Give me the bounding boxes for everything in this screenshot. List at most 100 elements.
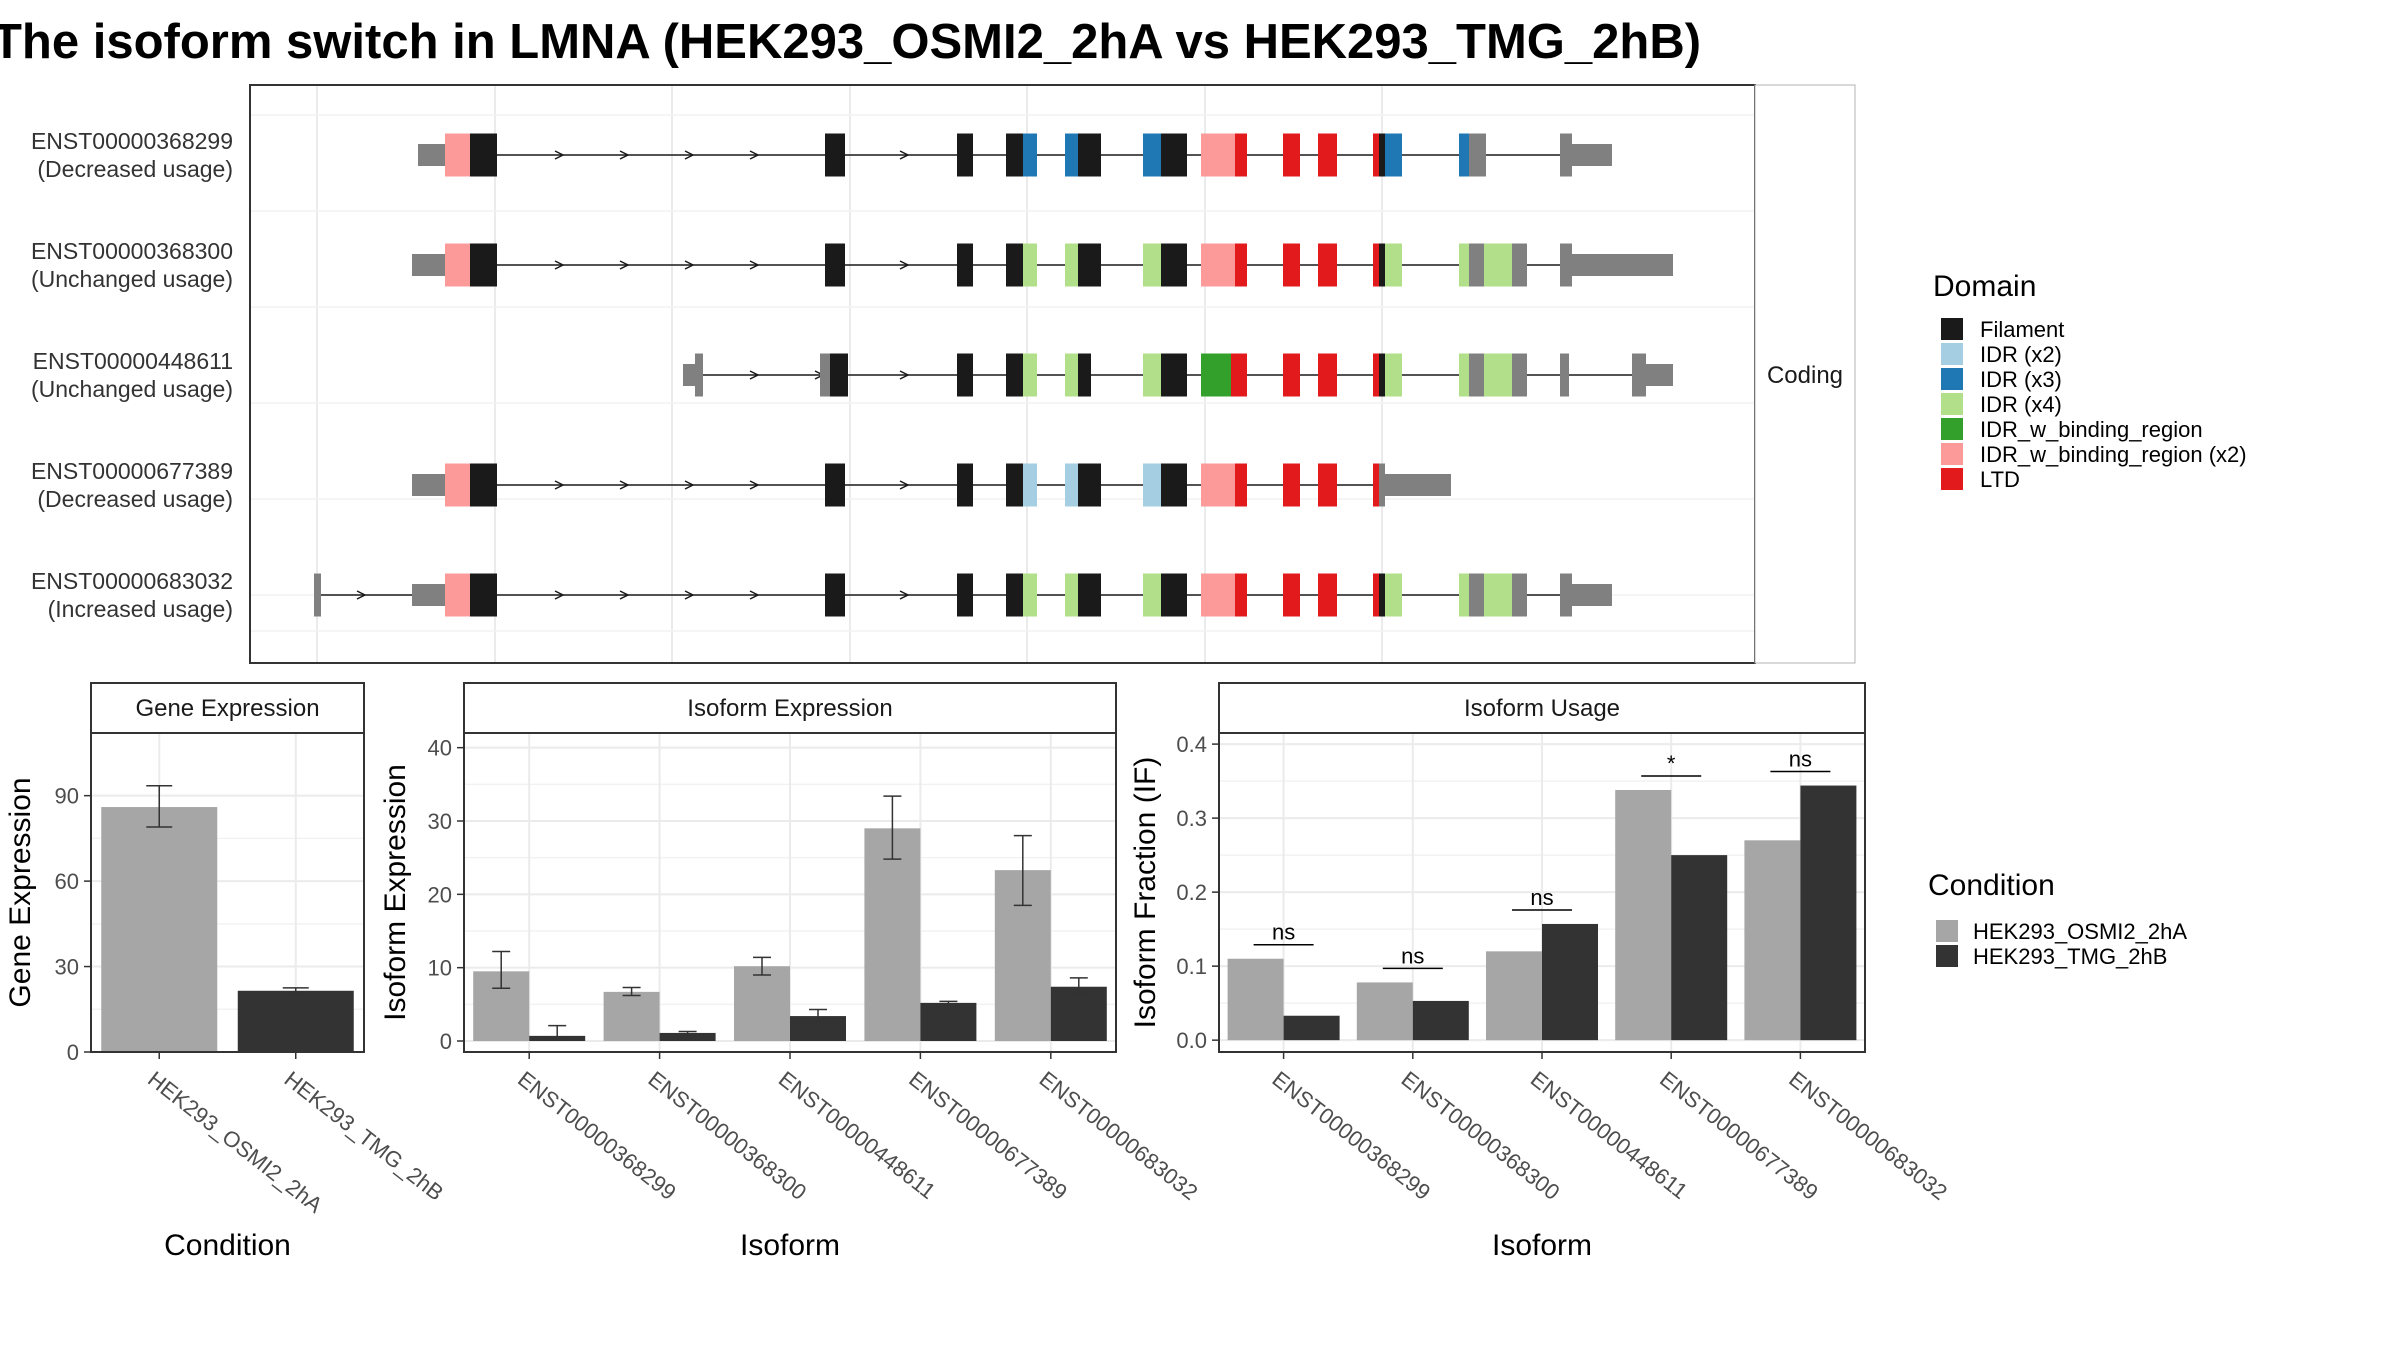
exon-block	[1646, 364, 1673, 386]
exon-block	[1318, 573, 1337, 617]
exon-block	[1484, 243, 1512, 287]
exon-block	[1006, 573, 1023, 617]
transcript-usage-label: (Unchanged usage)	[31, 266, 233, 292]
exon-block	[1484, 573, 1512, 617]
exon-block	[825, 243, 845, 287]
domain-legend-label: IDR_w_binding_region	[1980, 417, 2203, 442]
exon-block	[1006, 133, 1023, 177]
exon-block	[1572, 144, 1612, 166]
y-tick-label: 0	[440, 1029, 452, 1054]
data-bar	[734, 966, 790, 1041]
intron-arrow	[684, 260, 695, 270]
domain-legend-key	[1941, 318, 1963, 340]
y-tick-label: 0	[67, 1040, 79, 1065]
y-tick-label: 0.2	[1176, 880, 1207, 905]
intron-arrow	[749, 480, 760, 490]
structure-strip-label: Coding	[1767, 362, 1843, 389]
exon-block	[1201, 243, 1235, 287]
exon-block	[1143, 243, 1161, 287]
intron-arrow	[554, 590, 565, 600]
transcript-id-label: ENST00000368300	[31, 238, 233, 264]
exon-block	[1283, 573, 1300, 617]
y-axis-title: Gene Expression	[4, 777, 37, 1007]
exon-block	[412, 254, 445, 276]
panel-strip	[90, 682, 365, 734]
exon-block	[1078, 133, 1091, 177]
exon-block	[1201, 353, 1231, 397]
exon-block	[1379, 573, 1385, 617]
intron-arrow	[684, 590, 695, 600]
intron-arrow	[749, 260, 760, 270]
x-axis-title: Isoform	[1492, 1229, 1592, 1262]
condition-legend-key	[1936, 920, 1958, 942]
exon-block	[1560, 353, 1569, 397]
exon-block	[1231, 353, 1247, 397]
exon-block	[412, 474, 445, 496]
exon-block	[1065, 573, 1078, 617]
y-tick-label: 40	[428, 736, 452, 761]
exon-block	[1283, 463, 1300, 507]
exon-block	[1373, 573, 1379, 617]
intron-arrow	[749, 370, 760, 380]
exon-block	[1283, 353, 1300, 397]
exon-block	[1235, 573, 1247, 617]
data-bar	[1356, 982, 1413, 1041]
transcript-usage-label: (Decreased usage)	[37, 486, 233, 512]
exon-block	[418, 144, 445, 166]
exon-block	[470, 463, 497, 507]
exon-block	[1318, 133, 1337, 177]
condition-legend-title: Condition	[1928, 869, 2055, 902]
exon-block	[1078, 353, 1091, 397]
intron-arrow	[619, 590, 630, 600]
data-bar	[1486, 951, 1542, 1041]
exon-block	[1385, 243, 1402, 287]
exon-block	[1143, 353, 1161, 397]
exon-block	[683, 364, 695, 386]
exon-block	[1078, 573, 1091, 617]
x-axis-title: Isoform	[740, 1229, 840, 1262]
exon-block	[1065, 353, 1078, 397]
exon-block	[1385, 353, 1402, 397]
data-bar	[1283, 1015, 1340, 1041]
exon-block	[1379, 353, 1385, 397]
y-tick-label: 30	[55, 955, 79, 980]
exon-block	[1006, 463, 1023, 507]
exon-block	[1459, 243, 1469, 287]
figure-title: The isoform switch in LMNA (HEK293_OSMI2…	[0, 15, 1701, 69]
exon-block	[1318, 463, 1337, 507]
exon-block	[1572, 254, 1673, 276]
data-bar	[1050, 986, 1107, 1041]
x-axis-title: Condition	[164, 1229, 291, 1262]
exon-block	[1512, 573, 1527, 617]
exon-block	[1632, 353, 1646, 397]
exon-block	[1023, 133, 1037, 177]
intron-arrow	[899, 370, 910, 380]
domain-legend-key	[1941, 368, 1963, 390]
exon-block	[470, 243, 497, 287]
data-bar	[659, 1032, 716, 1041]
intron-arrow	[554, 150, 565, 160]
exon-block	[1161, 243, 1187, 287]
exon-block	[1318, 353, 1337, 397]
y-axis-title: Isoform Expression	[379, 764, 412, 1021]
exon-block	[957, 573, 973, 617]
exon-block	[1373, 353, 1379, 397]
exon-block	[1283, 243, 1300, 287]
exon-block	[1572, 584, 1612, 606]
data-bar	[237, 990, 354, 1052]
exon-block	[957, 463, 973, 507]
y-tick-label: 60	[55, 869, 79, 894]
y-tick-label: 0.1	[1176, 954, 1207, 979]
y-tick-label: 0.4	[1176, 732, 1207, 757]
exon-block	[1180, 133, 1187, 177]
exon-block	[1459, 353, 1469, 397]
domain-legend-label: IDR (x4)	[1980, 392, 2062, 417]
data-bar	[1800, 785, 1857, 1041]
exon-block	[1235, 463, 1247, 507]
significance-label: ns	[1401, 943, 1424, 968]
exon-block	[1484, 353, 1512, 397]
exon-block	[1385, 474, 1451, 496]
domain-legend-key	[1941, 443, 1963, 465]
transcript-id-label: ENST00000448611	[33, 348, 233, 374]
